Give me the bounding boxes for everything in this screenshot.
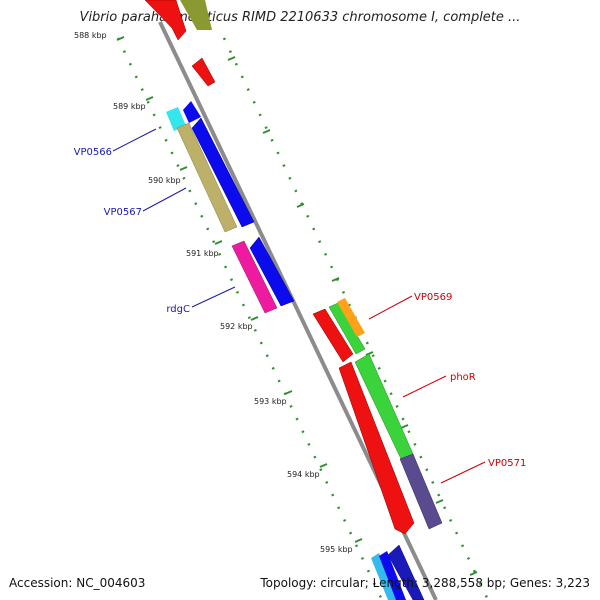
tick-label: 594 kbp [287, 470, 320, 479]
gene-arrow[interactable] [399, 453, 443, 530]
gene-arrow[interactable] [183, 101, 201, 123]
gene-label-rdgc[interactable]: rdgC [166, 304, 190, 315]
gene-label-vp0571[interactable]: VP0571 [488, 458, 526, 469]
gene-arrow[interactable] [176, 122, 238, 233]
gene-arrow[interactable] [337, 298, 365, 337]
tick-label: 591 kbp [186, 249, 219, 258]
label-leader [112, 128, 157, 152]
gene-label-vp0566[interactable]: VP0566 [74, 147, 112, 158]
gene-arrow[interactable] [191, 57, 216, 87]
gene-arrow[interactable] [338, 361, 415, 535]
tick-label: 592 kbp [220, 322, 253, 331]
gene-label-vp0567[interactable]: VP0567 [104, 207, 142, 218]
label-leader [368, 295, 413, 320]
tick-label: 589 kbp [113, 102, 146, 111]
tick-label: 595 kbp [320, 545, 353, 554]
label-leader [440, 461, 486, 484]
genome-summary-text: Topology: circular; Length: 3,288,558 bp… [260, 576, 590, 590]
gene-label-vp0569[interactable]: VP0569 [414, 292, 452, 303]
gene-arrow[interactable] [371, 553, 398, 600]
gene-arrow[interactable] [180, 0, 212, 30]
gene-arrow[interactable] [249, 236, 295, 307]
tick-label: 590 kbp [148, 176, 181, 185]
gene-arrow[interactable] [312, 308, 354, 363]
label-leader [191, 286, 236, 308]
tick-marks-outer [227, 56, 478, 576]
gene-arrow[interactable] [166, 107, 186, 131]
tick-label: 588 kbp [74, 31, 107, 40]
tick-label: 593 kbp [254, 397, 287, 406]
gene-label-phor[interactable]: phoR [450, 372, 476, 383]
gene-arrow[interactable] [328, 302, 366, 355]
gene-arrow[interactable] [231, 240, 278, 314]
tick-marks-inner [116, 36, 363, 543]
gene-arrow[interactable] [191, 117, 255, 228]
gene-arrow[interactable] [144, 0, 187, 41]
label-leader [142, 187, 187, 212]
gene-arrow[interactable] [379, 551, 406, 600]
label-leader [402, 375, 447, 398]
accession-text: Accession: NC_004603 [9, 576, 146, 590]
gene-arrow[interactable] [387, 544, 425, 600]
